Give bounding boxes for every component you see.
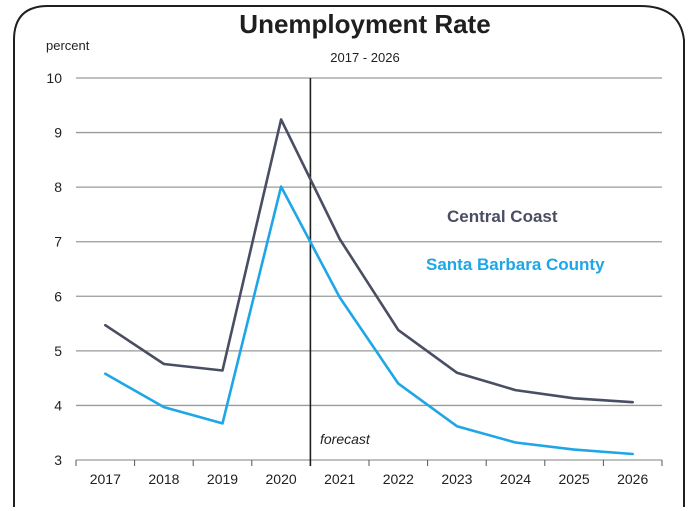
series-line-central-coast xyxy=(104,118,635,404)
chart-title: Unemployment Rate xyxy=(239,9,490,39)
x-tick-label: 2020 xyxy=(266,471,297,487)
x-tick-label: 2021 xyxy=(324,471,355,487)
legend-santa-barbara-county: Santa Barbara County xyxy=(426,255,605,274)
y-tick-label: 10 xyxy=(46,70,62,86)
x-tick-label: 2019 xyxy=(207,471,238,487)
series-line-santa-barbara-county xyxy=(104,185,635,456)
legend-central-coast: Central Coast xyxy=(447,207,558,226)
x-tick-label: 2025 xyxy=(559,471,590,487)
chart-frame xyxy=(13,5,685,507)
series-lines xyxy=(104,118,635,456)
y-tick-label: 9 xyxy=(54,125,62,141)
chart-subtitle: 2017 - 2026 xyxy=(330,50,399,65)
x-tick-label: 2026 xyxy=(617,471,648,487)
x-tick-label: 2017 xyxy=(90,471,121,487)
x-tick-label: 2024 xyxy=(500,471,531,487)
y-tick-label: 5 xyxy=(54,343,62,359)
y-tick-label: 4 xyxy=(54,397,62,413)
y-tick-label: 8 xyxy=(54,179,62,195)
y-tick-label: 3 xyxy=(54,452,62,468)
x-tick-label: 2018 xyxy=(148,471,179,487)
forecast-annotation: forecast xyxy=(320,431,371,447)
axes: 3 4 5 6 7 8 9 10 2017 2018 2019 2020 2021 2022 2023 202… xyxy=(46,70,663,487)
x-tick-label: 2023 xyxy=(441,471,472,487)
y-axis-unit-label: percent xyxy=(46,38,90,53)
x-tick-label: 2022 xyxy=(383,471,414,487)
gridlines xyxy=(76,77,662,461)
y-tick-label: 7 xyxy=(54,234,62,250)
y-tick-label: 6 xyxy=(54,288,62,304)
